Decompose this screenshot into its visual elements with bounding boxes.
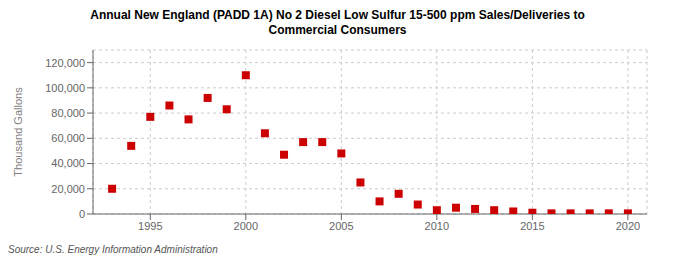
svg-text:2000: 2000: [234, 220, 258, 232]
html-text:Commercial Consumers: Commercial Consumers: [268, 23, 407, 37]
svg-text:40,000: 40,000: [51, 157, 85, 169]
svg-text:2015: 2015: [520, 220, 544, 232]
svg-text:Thousand Gallons: Thousand Gallons: [12, 87, 24, 177]
svg-text:2005: 2005: [329, 220, 353, 232]
svg-text:1995: 1995: [138, 220, 162, 232]
svg-text:100,000: 100,000: [45, 82, 85, 94]
html-text:Annual New England (PADD 1A) N: Annual New England (PADD 1A) No 2 Diesel…: [90, 8, 585, 22]
svg-text:80,000: 80,000: [51, 107, 85, 119]
svg-text:0: 0: [79, 208, 85, 220]
svg-text:20,000: 20,000: [51, 183, 85, 195]
html-text:Source: U.S. Energy Informatio: Source: U.S. Energy Information Administ…: [8, 244, 218, 255]
svg-text:120,000: 120,000: [45, 57, 85, 69]
svg-text:2020: 2020: [616, 220, 640, 232]
svg-text:60,000: 60,000: [51, 132, 85, 144]
svg-text:2010: 2010: [425, 220, 449, 232]
